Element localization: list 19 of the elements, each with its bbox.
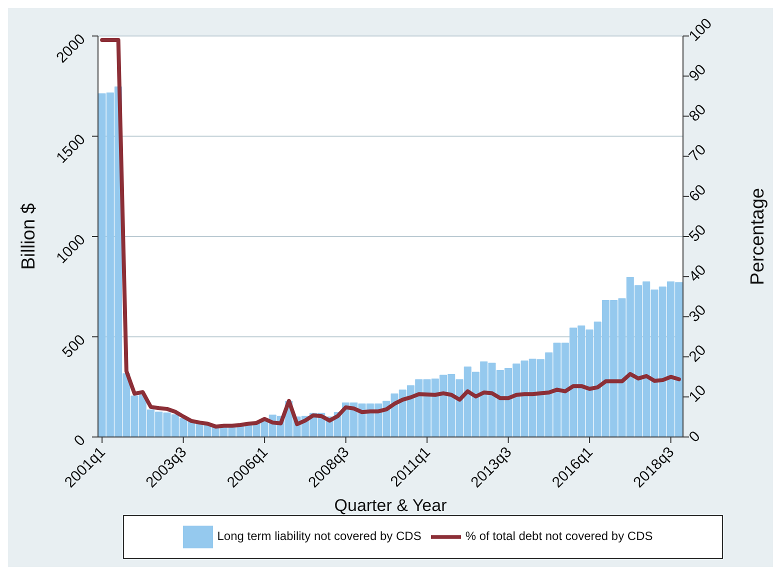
y2-tick-label: 0: [686, 428, 704, 446]
y2-tick-label: 90: [686, 61, 710, 85]
y2-tick-label: 60: [686, 181, 710, 206]
legend-label: Long term liability not covered by CDS: [217, 529, 422, 544]
y2-axis-title: Percentage: [748, 188, 769, 286]
y2-tick-label: 100: [686, 15, 716, 45]
x-axis-title: Quarter & Year: [334, 496, 448, 515]
y2-tick-label: 70: [686, 141, 710, 166]
y2-tick-label: 40: [686, 262, 710, 286]
y-axis-title: Billion $: [18, 202, 40, 270]
y2-tick-label: 80: [686, 101, 710, 126]
y-tick-label: 0: [70, 432, 89, 450]
legend-label: % of total debt not covered by CDS: [465, 529, 653, 544]
y-tick-label: 500: [59, 332, 89, 362]
y2-tick-label: 30: [686, 302, 710, 326]
y2-tick-label: 50: [686, 222, 710, 246]
line-series: [100, 38, 681, 429]
y2-tick-label: 20: [686, 342, 710, 366]
y2-tick-label: 10: [686, 382, 710, 406]
